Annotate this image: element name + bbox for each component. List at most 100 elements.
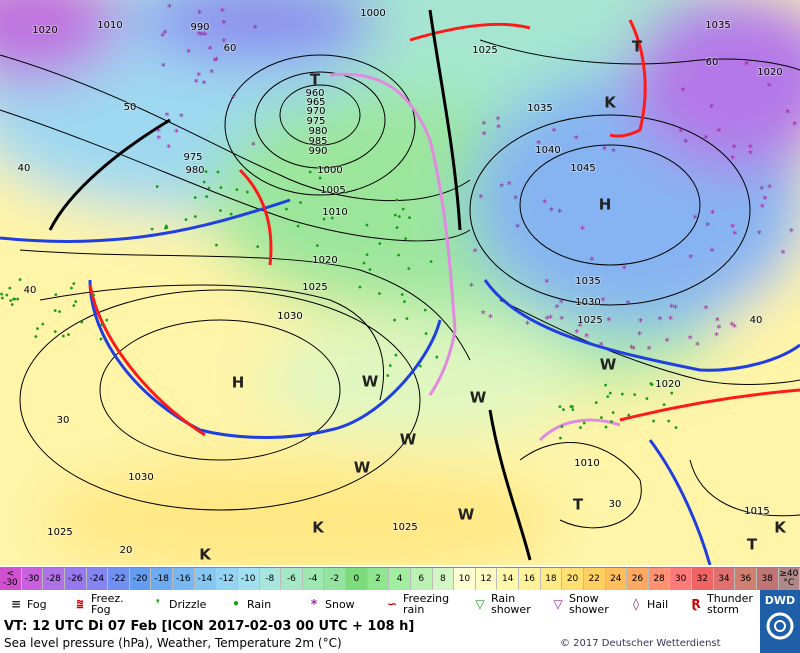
weather-symbol: • — [434, 352, 440, 363]
weather-symbol: * — [669, 303, 674, 314]
weather-symbol: • — [99, 320, 105, 331]
weather-symbol: * — [174, 128, 179, 139]
weather-symbol: • — [98, 335, 104, 346]
legend-icon: ∽ — [386, 596, 398, 611]
scale-box: -10 — [237, 568, 260, 590]
weather-symbol: * — [693, 214, 698, 225]
scale-box: 6 — [410, 568, 433, 590]
pressure-label: 1035 — [527, 103, 552, 114]
scale-box: 2 — [367, 568, 390, 590]
weather-symbol: * — [156, 127, 161, 138]
weather-legend: ≡ Fog ⩰ Freez. Fog ❜ Drizzle • Rain * Snow ∽ Freezi… — [0, 590, 760, 618]
weather-symbol: * — [785, 108, 790, 119]
weather-symbol: * — [716, 323, 721, 334]
weather-symbol: * — [221, 37, 226, 48]
weather-symbol: * — [555, 303, 560, 314]
weather-symbol: • — [218, 183, 224, 194]
weather-symbol: * — [161, 62, 166, 73]
pressure-label: 1030 — [277, 311, 302, 322]
weather-symbol: * — [680, 86, 685, 97]
pressure-label: 1010 — [322, 207, 347, 218]
weather-symbol: * — [197, 30, 202, 41]
weather-symbol: * — [544, 278, 549, 289]
weather-symbol: * — [574, 328, 579, 339]
scale-box: 10 — [454, 568, 476, 590]
scale-box: -16 — [173, 568, 195, 590]
weather-symbol: • — [619, 389, 625, 400]
pressure-center: K — [604, 94, 617, 112]
weather-symbol: * — [710, 208, 715, 219]
weather-symbol: • — [234, 185, 240, 196]
weather-symbol: * — [156, 134, 161, 145]
temperature-label: 30 — [609, 499, 622, 510]
weather-symbol: * — [542, 198, 547, 209]
weather-symbol: * — [705, 221, 710, 232]
weather-symbol: * — [253, 23, 258, 34]
pressure-label: 1045 — [570, 163, 595, 174]
weather-symbol: • — [399, 290, 405, 301]
weather-symbol: * — [186, 48, 191, 59]
isobars — [0, 39, 800, 529]
scale-box: 38 — [756, 568, 779, 590]
weather-symbol: • — [651, 417, 657, 428]
legend-label: Snow — [325, 597, 355, 611]
pressure-label: 1025 — [302, 282, 327, 293]
logo-text: DWD — [764, 594, 796, 607]
weather-symbol: • — [559, 422, 565, 433]
weather-symbol: * — [166, 143, 171, 154]
weather-symbol: • — [669, 389, 675, 400]
weather-symbol: • — [35, 324, 41, 335]
legend-icon: ◊ — [633, 596, 639, 611]
weather-symbol: • — [203, 167, 209, 178]
pressure-label: 960 — [305, 88, 324, 99]
legend-label: Freezing rain — [403, 592, 450, 616]
scale-box: -24 — [86, 568, 109, 590]
scale-box: -30 — [21, 568, 44, 590]
weather-symbol: * — [606, 316, 611, 327]
weather-symbol: • — [73, 297, 79, 308]
weather-symbol: * — [732, 323, 737, 334]
weather-symbol: * — [611, 147, 616, 158]
legend-label: Snow shower — [569, 592, 609, 616]
weather-symbol: • — [609, 417, 615, 428]
legend-item: ∽ Freezing rain — [384, 590, 455, 618]
weather-symbol: • — [71, 301, 77, 312]
weather-symbol: • — [400, 204, 406, 215]
weather-symbol: * — [545, 314, 550, 325]
weather-symbol: * — [495, 115, 500, 126]
weather-symbol: • — [376, 289, 382, 300]
weather-symbol: • — [33, 332, 39, 343]
weather-symbol: • — [673, 423, 679, 434]
pressure-center: T — [747, 536, 758, 554]
weather-symbol: * — [709, 102, 714, 113]
valid-time: VT: 12 UTC Di 07 Feb [ICON 2017-02-03 00… — [4, 619, 415, 634]
scale-box: 16 — [519, 568, 541, 590]
weather-symbol: * — [221, 19, 226, 30]
weather-symbol: • — [314, 241, 320, 252]
weather-symbol: * — [730, 223, 735, 234]
scale-box: 12 — [475, 568, 498, 590]
weather-symbol: • — [361, 258, 367, 269]
pressure-center: W — [362, 373, 379, 391]
weather-symbol: * — [469, 281, 474, 292]
weather-symbol: * — [748, 149, 753, 160]
weather-symbol: • — [65, 330, 71, 341]
temperature-label: 60 — [706, 57, 719, 68]
scale-box: 0 — [346, 568, 368, 590]
weather-symbol: • — [71, 279, 77, 290]
pressure-label: 1035 — [705, 20, 730, 31]
weather-symbol: * — [551, 126, 556, 137]
weather-symbol: * — [209, 68, 214, 79]
weather-symbol: * — [744, 60, 749, 71]
weather-symbol: * — [762, 195, 767, 206]
scale-box: 18 — [540, 568, 563, 590]
weather-symbol: * — [600, 296, 605, 307]
weather-symbol: * — [757, 229, 762, 240]
pressure-label: 1000 — [317, 165, 342, 176]
pressure-label: 1020 — [757, 67, 782, 78]
weather-symbol: • — [626, 410, 632, 421]
weather-symbol: • — [201, 178, 207, 189]
weather-symbol: • — [164, 223, 170, 234]
weather-symbol: * — [789, 227, 794, 238]
legend-item: ❜ Drizzle — [150, 590, 221, 618]
